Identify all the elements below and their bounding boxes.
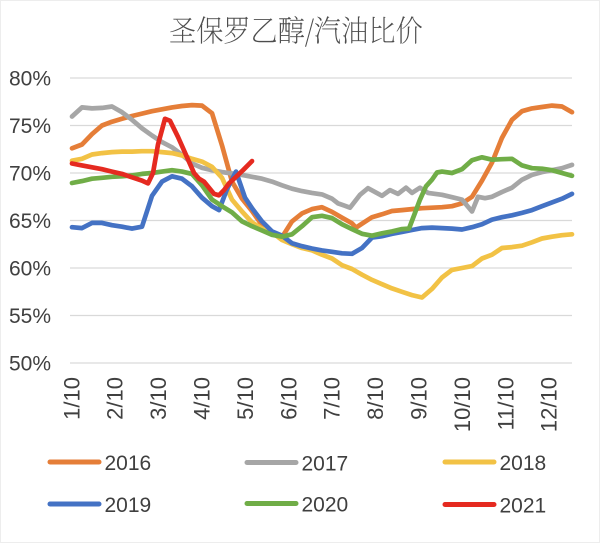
svg-text:2016: 2016: [105, 452, 152, 475]
svg-text:75%: 75%: [9, 115, 51, 138]
svg-text:2019: 2019: [105, 494, 152, 517]
svg-text:65%: 65%: [9, 210, 51, 233]
svg-text:55%: 55%: [9, 305, 51, 328]
svg-text:2017: 2017: [302, 452, 349, 475]
svg-text:4/10: 4/10: [190, 377, 215, 420]
svg-text:2020: 2020: [302, 493, 349, 516]
svg-text:2018: 2018: [500, 452, 547, 475]
svg-text:2021: 2021: [500, 494, 547, 517]
svg-text:10/10: 10/10: [450, 377, 475, 432]
svg-text:3/10: 3/10: [146, 377, 171, 420]
svg-text:7/10: 7/10: [320, 377, 345, 420]
svg-text:12/10: 12/10: [537, 377, 562, 432]
svg-text:2/10: 2/10: [103, 377, 128, 420]
svg-text:6/10: 6/10: [276, 377, 301, 420]
svg-text:5/10: 5/10: [233, 377, 258, 420]
svg-text:9/10: 9/10: [407, 377, 432, 420]
svg-text:8/10: 8/10: [363, 377, 388, 420]
svg-text:50%: 50%: [9, 352, 51, 375]
svg-text:11/10: 11/10: [493, 377, 518, 430]
svg-text:80%: 80%: [9, 67, 51, 90]
svg-text:60%: 60%: [9, 257, 51, 280]
svg-text:70%: 70%: [9, 162, 51, 185]
svg-text:1/10: 1/10: [59, 377, 84, 420]
